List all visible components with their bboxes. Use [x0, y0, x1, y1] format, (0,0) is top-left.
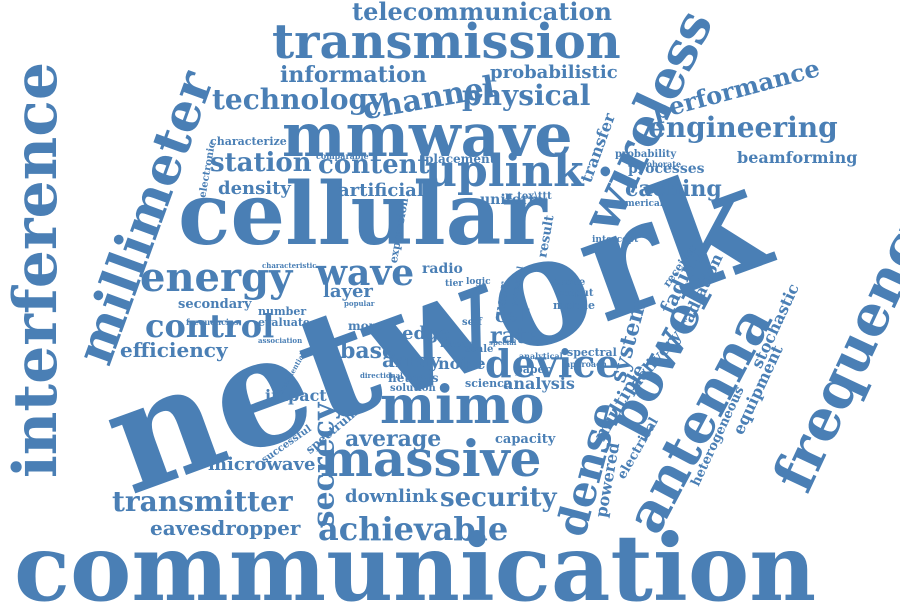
- word-average: average: [345, 426, 442, 452]
- word-uniform: uniform: [480, 192, 544, 208]
- word-intercept: intercept: [592, 235, 639, 245]
- word-capacity: capacity: [495, 432, 556, 447]
- word-security: security: [440, 483, 557, 513]
- word-beamforming: beamforming: [737, 148, 858, 167]
- word-directional: directional: [360, 371, 403, 380]
- word-information: information: [280, 62, 427, 88]
- word-processes: processes: [628, 161, 705, 177]
- word-transmitter: transmitter: [112, 485, 293, 518]
- word-rate: rate: [490, 323, 541, 349]
- word-station: station: [210, 148, 312, 178]
- word-more: more: [348, 319, 383, 333]
- word-radio: radio: [422, 261, 463, 277]
- word-achievable: achievable: [318, 510, 509, 548]
- word-placement: placement: [425, 152, 496, 166]
- word-uplink: uplink: [425, 146, 584, 197]
- word-frequency: frequency: [760, 190, 900, 502]
- word-corroborate: corroborate: [628, 159, 682, 169]
- word-scale: scale: [465, 344, 494, 355]
- word-frequencies: frequencies: [186, 317, 239, 327]
- word-caching: caching: [625, 176, 722, 202]
- word-science: science: [465, 377, 511, 390]
- word-mmwave: mmwave: [282, 101, 573, 171]
- word-logic: logic: [466, 277, 491, 287]
- word-number: number: [258, 305, 307, 318]
- word-noise: noise: [438, 354, 486, 373]
- word-self: self: [462, 317, 483, 328]
- word-secondary: secondary: [178, 297, 252, 312]
- word-probabilistic: probabilistic: [490, 62, 618, 83]
- word-numerical: numerical: [612, 199, 664, 209]
- word-control: control: [145, 307, 275, 345]
- word-array: array: [382, 348, 441, 372]
- word-analytical: analytical: [519, 351, 563, 361]
- word-hetnets: hetnets: [388, 371, 439, 385]
- word-evaluate: evaluate: [258, 316, 310, 329]
- word-approach: approach: [565, 359, 607, 369]
- word-content: content: [318, 150, 430, 180]
- word-mobile: mobile: [553, 299, 596, 312]
- word-comparable: comparable: [316, 151, 369, 161]
- word-base: base: [340, 338, 397, 364]
- word-interference: interference: [1, 61, 72, 479]
- word-downlink: downlink: [345, 486, 438, 507]
- word-tier: tier: [445, 279, 464, 289]
- word-edge: edge: [402, 323, 451, 344]
- word-characterize: characterize: [210, 135, 287, 148]
- word-characteristic: characteristic: [262, 261, 317, 270]
- word-density: density: [218, 178, 291, 199]
- word-analysis: analysis: [503, 374, 575, 393]
- word-output: output: [556, 288, 594, 299]
- word-microwave: microwave: [208, 454, 316, 475]
- word-physical: physical: [462, 79, 591, 112]
- word-paper: paper: [515, 363, 551, 376]
- word-linear: linear: [440, 339, 473, 350]
- word-communication: communication: [14, 514, 817, 616]
- word-technology: technology: [212, 83, 385, 116]
- word-cell: cell: [495, 306, 532, 327]
- word-cache: cache: [553, 277, 586, 288]
- word-solution: solution: [390, 383, 436, 394]
- word-association: association: [258, 336, 303, 345]
- word-efficiency: efficiency: [120, 338, 228, 362]
- word-wave: wave: [316, 252, 415, 294]
- word-layer: layer: [323, 281, 373, 302]
- word-mimo: mimo: [380, 375, 545, 436]
- word-transmission: transmission: [272, 14, 621, 70]
- word-massive: massive: [320, 429, 542, 488]
- word-telecommunication: telecommunication: [352, 0, 612, 26]
- word-energy: energy: [140, 254, 293, 301]
- word-artificial: artificial: [338, 180, 424, 201]
- word-popular: popular: [344, 299, 375, 308]
- word-special: special: [489, 338, 517, 347]
- word-n-tex-ttt: n_tex\ttt: [505, 191, 552, 202]
- word-eavesdropper: eavesdropper: [150, 516, 301, 540]
- word-cellular: cellular: [178, 164, 547, 265]
- word-engineering: engineering: [648, 111, 838, 144]
- word-spectral: spectral: [567, 346, 617, 359]
- word-device: device: [485, 341, 620, 386]
- word-probability: probability: [615, 149, 677, 160]
- word-impact: impact: [265, 386, 327, 405]
